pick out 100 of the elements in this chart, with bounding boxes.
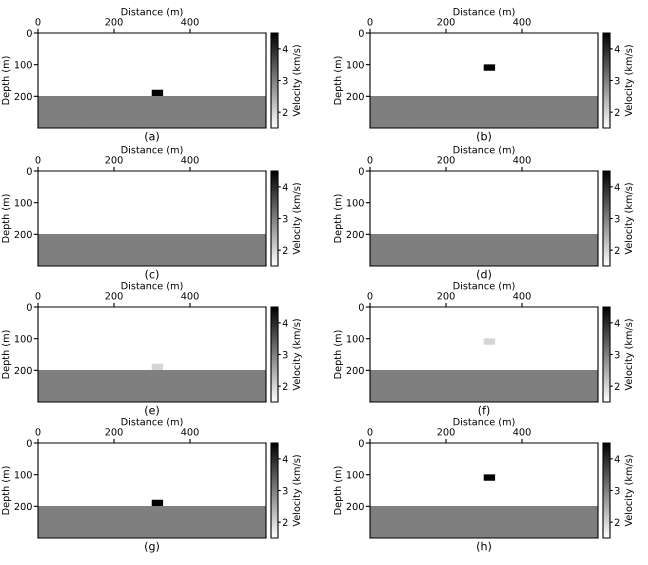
color-bar-label: 3	[282, 214, 288, 222]
y-axis-title: Depth (m)	[2, 330, 12, 378]
color-bar-label: 4	[614, 319, 620, 327]
x-axis-title: Distance (m)	[454, 418, 514, 427]
color-bar-title: Velocity (km/s)	[292, 319, 302, 391]
color-bar-label: 4	[282, 319, 288, 327]
x-tick-label: 400	[513, 428, 531, 436]
x-tick-label: 400	[513, 18, 531, 26]
y-tick-label: 100	[346, 61, 364, 68]
x-tick-label: 200	[105, 428, 123, 436]
color-bar-label: 3	[282, 76, 288, 84]
y-tick-label: 0	[358, 303, 364, 311]
color-bar-label: 3	[614, 350, 620, 358]
text: (h)	[477, 542, 491, 552]
x-axis-title: Distance (m)	[454, 282, 514, 291]
y-tick-label: 100	[14, 61, 32, 68]
y-tick-label: 100	[346, 471, 364, 478]
x-tick-label: 0	[36, 428, 40, 436]
x-tick-label: 0	[36, 18, 40, 26]
color-bar-label: 4	[282, 183, 288, 191]
x-tick-label: 400	[181, 428, 199, 436]
text: (c)	[146, 270, 158, 280]
x-tick-label: 200	[437, 428, 455, 436]
x-axis-title: Distance (m)	[122, 146, 182, 155]
color-bar-label: 2	[282, 518, 288, 526]
text: (a)	[145, 132, 159, 142]
y-tick-label: 200	[14, 92, 32, 100]
y-tick-label: 0	[26, 167, 32, 175]
color-bar-title: Velocity (km/s)	[292, 183, 302, 255]
y-axis-title: Depth (m)	[334, 56, 344, 104]
x-tick-label: 400	[513, 156, 531, 164]
y-tick-label: 200	[14, 502, 32, 510]
color-bar-label: 2	[282, 246, 288, 254]
x-axis-title: Distance (m)	[122, 8, 182, 17]
y-tick-label: 200	[14, 366, 32, 374]
x-tick-label: 0	[368, 18, 372, 26]
x-tick-label: 0	[368, 292, 372, 300]
color-bar-title: Velocity (km/s)	[624, 455, 634, 527]
y-tick-label: 200	[346, 92, 364, 100]
color-bar-label: 4	[282, 455, 288, 463]
color-bar-label: 4	[614, 183, 620, 191]
x-tick-label: 400	[181, 156, 199, 164]
color-bar-label: 3	[614, 76, 620, 84]
color-bar-title: Velocity (km/s)	[292, 455, 302, 527]
x-axis-title: Distance (m)	[122, 282, 182, 291]
y-tick-label: 0	[358, 167, 364, 175]
y-tick-label: 0	[358, 29, 364, 37]
y-tick-label: 200	[14, 230, 32, 238]
x-tick-label: 0	[368, 156, 372, 164]
x-tick-label: 200	[105, 292, 123, 300]
y-tick-label: 200	[346, 502, 364, 510]
y-axis-title: Depth (m)	[2, 56, 12, 104]
color-bar-label: 2	[614, 108, 620, 116]
x-axis-title: Distance (m)	[454, 8, 514, 17]
text: (b)	[477, 132, 491, 142]
text: (g)	[145, 542, 159, 553]
x-tick-label: 200	[437, 18, 455, 26]
y-axis-title: Depth (m)	[2, 466, 12, 514]
color-bar-title: Velocity (km/s)	[292, 45, 302, 117]
color-bar-label: 4	[282, 45, 288, 53]
y-tick-label: 100	[14, 471, 32, 478]
color-bar-label: 3	[282, 486, 288, 494]
y-axis-title: Depth (m)	[334, 466, 344, 514]
text: (f)	[478, 406, 490, 416]
color-bar-label: 4	[614, 45, 620, 53]
color-bar-label: 2	[282, 382, 288, 390]
x-tick-label: 0	[36, 292, 40, 300]
y-tick-label: 100	[346, 199, 364, 206]
color-bar-title: Velocity (km/s)	[624, 45, 634, 117]
x-axis-title: Distance (m)	[454, 146, 514, 155]
x-tick-label: 400	[513, 292, 531, 300]
y-tick-label: 200	[346, 230, 364, 238]
x-tick-label: 200	[437, 292, 455, 300]
color-bar-label: 2	[614, 382, 620, 390]
color-bar-title: Velocity (km/s)	[624, 183, 634, 255]
x-tick-label: 0	[36, 156, 40, 164]
y-axis-title: Depth (m)	[2, 194, 12, 242]
color-bar-title: Velocity (km/s)	[624, 319, 634, 391]
color-bar-label: 3	[614, 214, 620, 222]
color-bar-label: 2	[614, 246, 620, 254]
x-tick-label: 400	[181, 292, 199, 300]
text: (e)	[145, 406, 159, 416]
color-bar-label: 4	[614, 455, 620, 463]
y-tick-label: 0	[26, 29, 32, 37]
x-tick-label: 200	[437, 156, 455, 164]
y-tick-label: 100	[346, 335, 364, 342]
x-axis-title: Distance (m)	[122, 418, 182, 427]
color-bar-label: 3	[614, 486, 620, 494]
text: (d)	[477, 270, 491, 280]
y-tick-label: 0	[26, 303, 32, 311]
y-tick-label: 0	[26, 439, 32, 447]
x-tick-label: 200	[105, 18, 123, 26]
y-axis-title: Depth (m)	[334, 330, 344, 378]
y-tick-label: 200	[346, 366, 364, 374]
x-tick-label: 200	[105, 156, 123, 164]
x-tick-label: 400	[181, 18, 199, 26]
color-bar-label: 2	[614, 518, 620, 526]
color-bar-label: 2	[282, 108, 288, 116]
y-tick-label: 0	[358, 439, 364, 447]
x-tick-label: 0	[368, 428, 372, 436]
